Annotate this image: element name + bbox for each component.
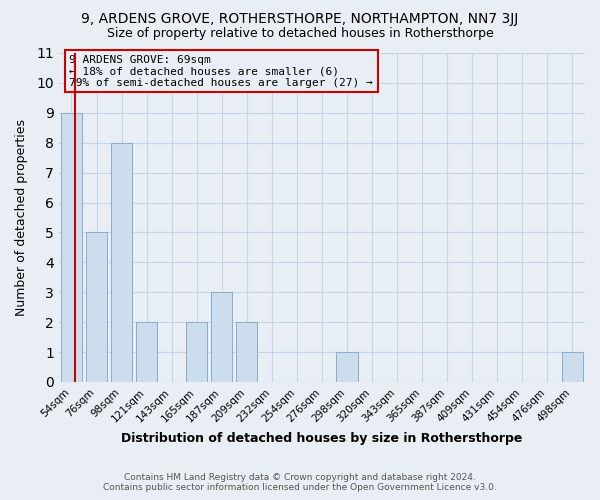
Text: Contains HM Land Registry data © Crown copyright and database right 2024.
Contai: Contains HM Land Registry data © Crown c…	[103, 473, 497, 492]
Text: Size of property relative to detached houses in Rothersthorpe: Size of property relative to detached ho…	[107, 28, 493, 40]
X-axis label: Distribution of detached houses by size in Rothersthorpe: Distribution of detached houses by size …	[121, 432, 523, 445]
Bar	[236, 322, 257, 382]
Y-axis label: Number of detached properties: Number of detached properties	[15, 119, 28, 316]
Bar	[111, 142, 132, 382]
Text: 9 ARDENS GROVE: 69sqm
← 18% of detached houses are smaller (6)
79% of semi-detac: 9 ARDENS GROVE: 69sqm ← 18% of detached …	[70, 54, 373, 88]
Bar	[136, 322, 157, 382]
Bar	[86, 232, 107, 382]
Bar	[186, 322, 208, 382]
Bar	[61, 113, 82, 382]
Text: 9, ARDENS GROVE, ROTHERSTHORPE, NORTHAMPTON, NN7 3JJ: 9, ARDENS GROVE, ROTHERSTHORPE, NORTHAMP…	[82, 12, 518, 26]
Bar	[562, 352, 583, 382]
Bar	[211, 292, 232, 382]
Bar	[337, 352, 358, 382]
